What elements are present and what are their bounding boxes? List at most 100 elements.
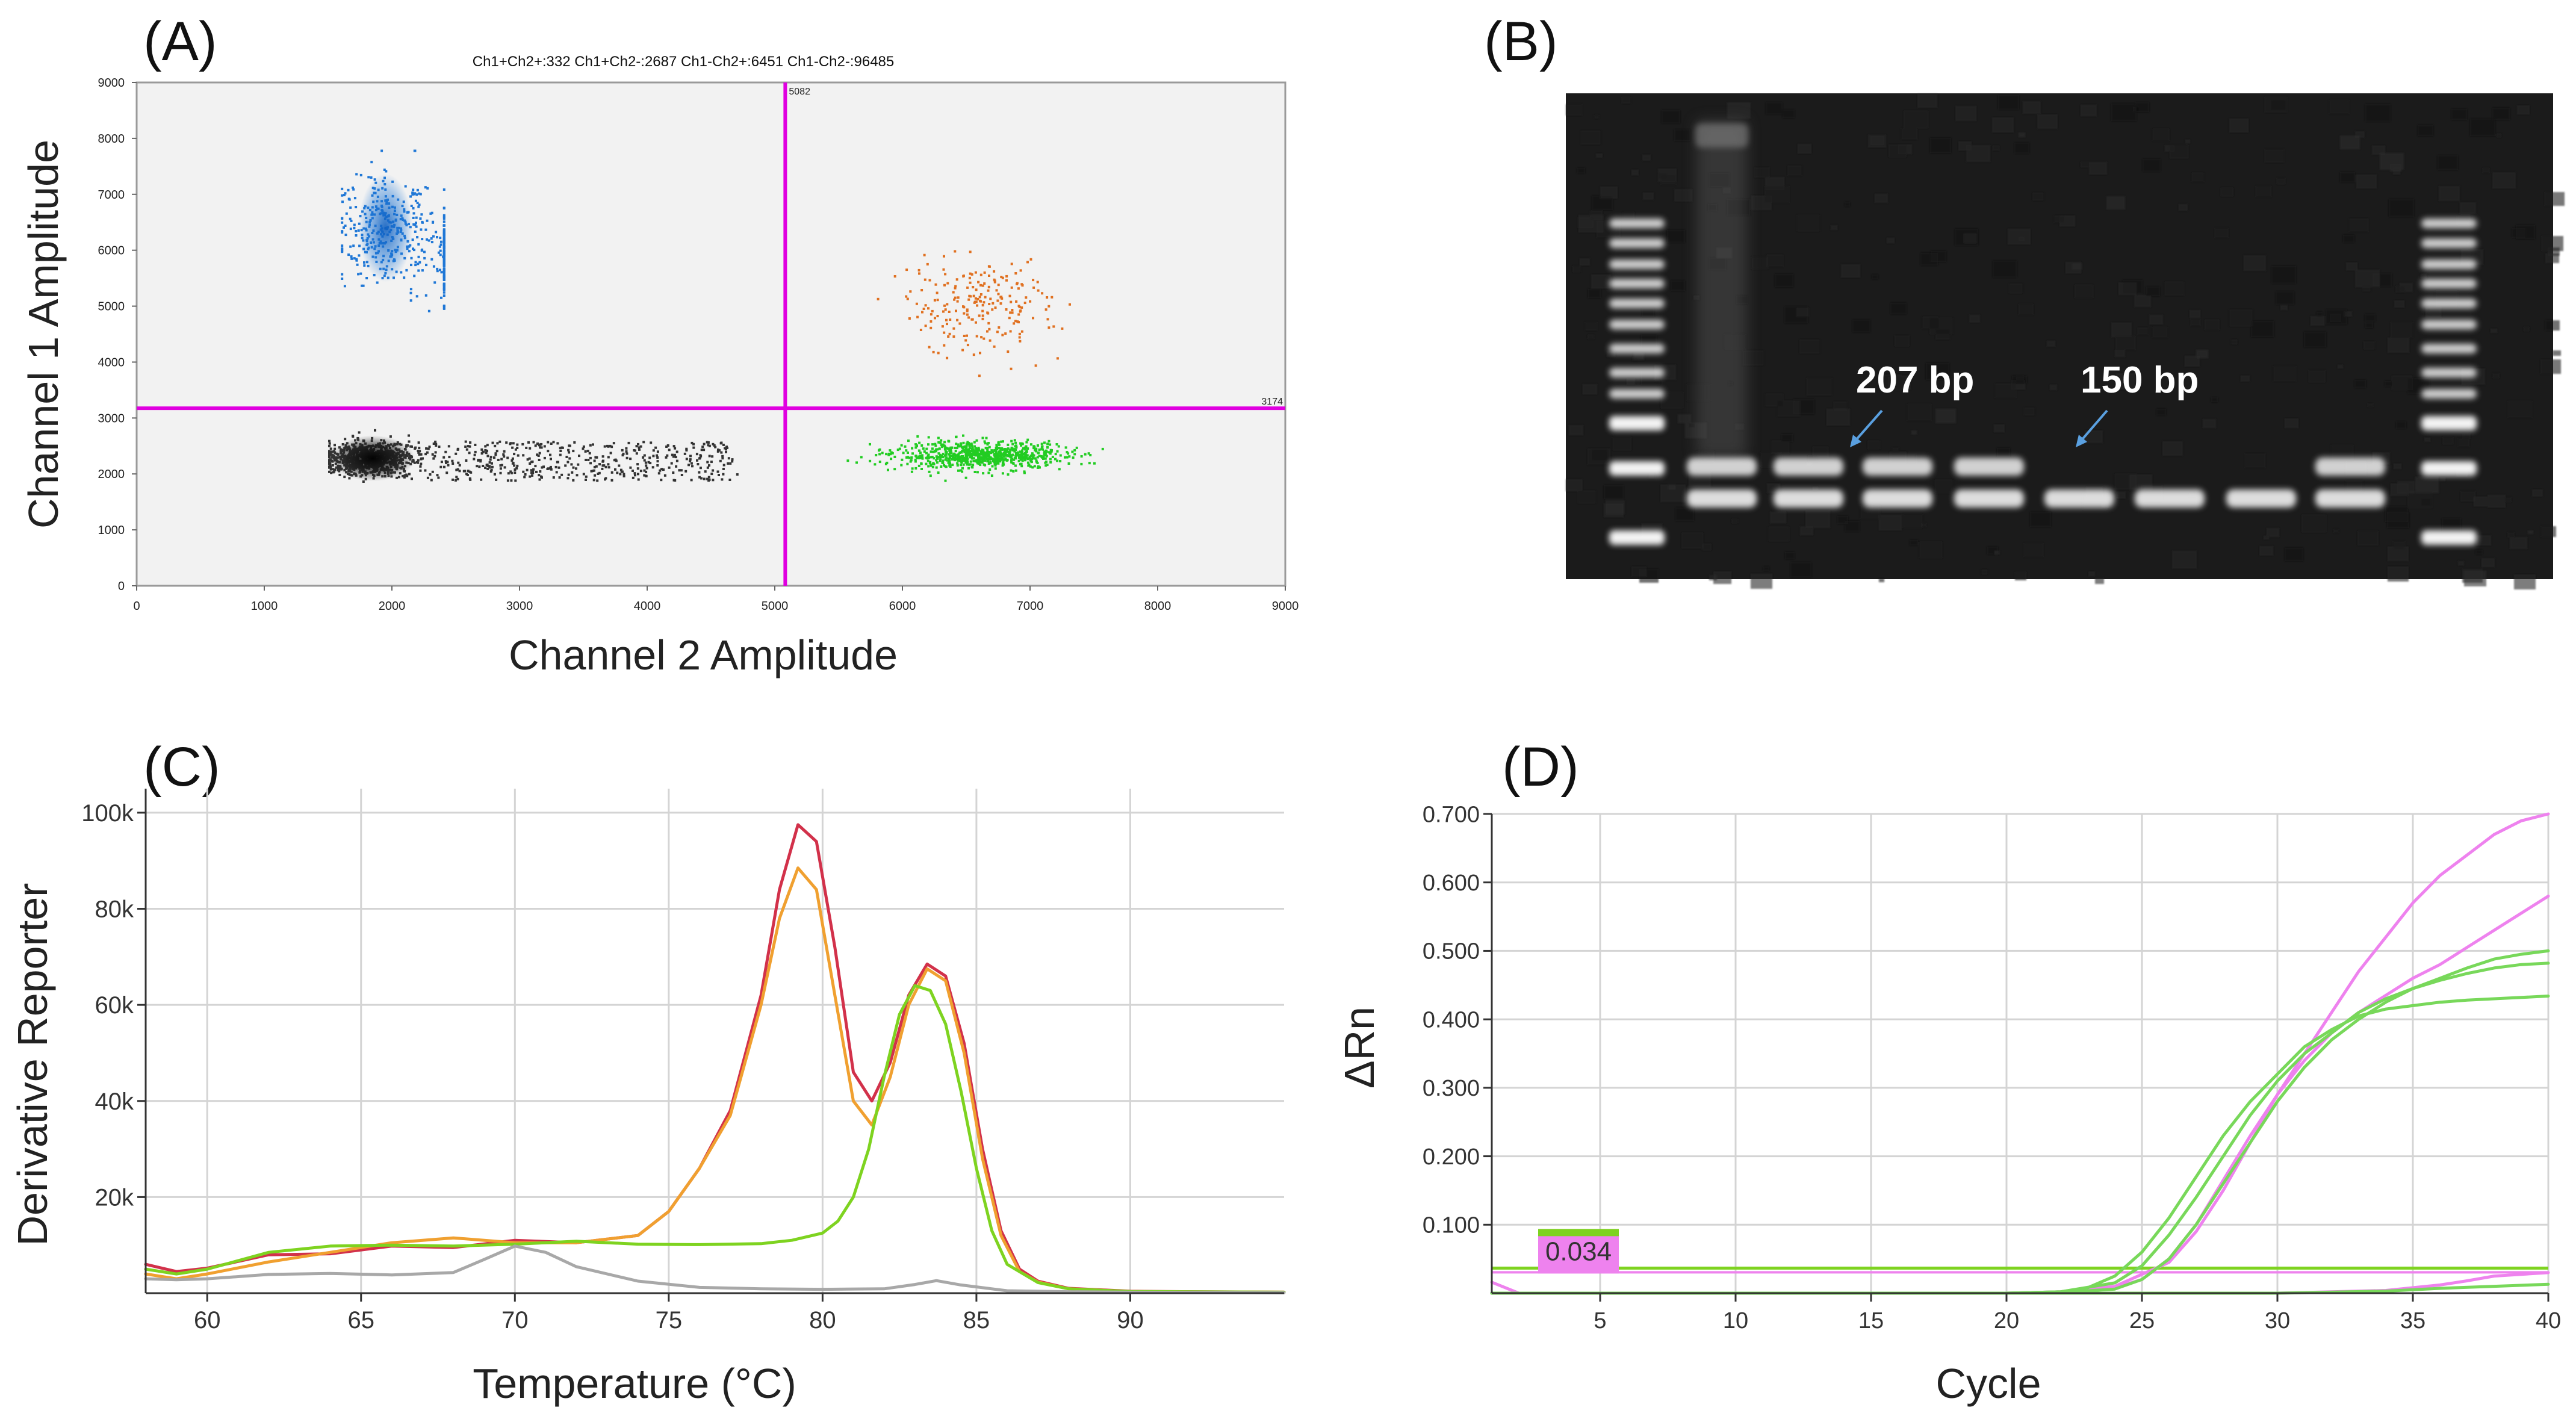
- droplet-point: [921, 311, 923, 314]
- droplet-point: [987, 453, 990, 456]
- droplet-point: [505, 441, 508, 444]
- droplet-point: [721, 457, 724, 460]
- droplet-point: [1019, 450, 1022, 453]
- droplet-point: [396, 476, 398, 479]
- gel-noise-patch: [1678, 414, 1691, 423]
- droplet-point: [982, 301, 985, 304]
- droplet-point: [432, 442, 435, 445]
- droplet-point: [934, 444, 937, 447]
- droplet-point: [969, 456, 972, 459]
- droplet-point: [1023, 470, 1026, 473]
- droplet-point: [710, 473, 713, 476]
- droplet-point: [532, 470, 535, 473]
- droplet-point: [1008, 450, 1011, 453]
- droplet-point: [445, 461, 447, 464]
- droplet-point: [536, 453, 539, 456]
- droplet-point: [987, 285, 990, 288]
- droplet-point: [928, 462, 931, 465]
- droplet-point: [690, 462, 693, 465]
- droplet-point: [439, 243, 442, 246]
- droplet-point: [699, 467, 702, 470]
- droplet-point: [989, 461, 992, 464]
- droplet-point: [432, 265, 435, 268]
- droplet-point: [995, 289, 998, 292]
- droplet-point: [404, 185, 407, 188]
- gel-noise-patch: [2117, 492, 2126, 498]
- gel-band-207bp: [1774, 458, 1843, 476]
- droplet-point: [428, 446, 431, 449]
- gel-noise-patch: [2421, 498, 2432, 506]
- droplet-point: [612, 442, 615, 445]
- droplet-point: [400, 271, 403, 274]
- ladder-band: [2421, 279, 2477, 288]
- droplet-point: [916, 456, 919, 459]
- droplet-point: [430, 241, 433, 244]
- panel-a-x-axis-label: Channel 2 Amplitude: [509, 632, 898, 678]
- gel-noise-patch: [2463, 433, 2471, 439]
- droplet-point: [1002, 463, 1005, 466]
- droplet-point: [712, 442, 715, 446]
- gel-noise-patch: [1731, 519, 1738, 523]
- droplet-point: [905, 449, 908, 452]
- panel-c-label: (C): [143, 736, 220, 798]
- gel-lane-10: [2421, 219, 2477, 545]
- droplet-point: [451, 459, 454, 462]
- droplet-point: [1020, 462, 1023, 465]
- droplet-point: [516, 464, 519, 467]
- gel-noise-patch: [1641, 335, 1657, 346]
- droplet-point: [947, 458, 950, 461]
- droplet-point: [1025, 453, 1028, 456]
- droplet-point: [499, 467, 502, 470]
- droplet-point: [403, 276, 406, 279]
- droplet-point: [954, 296, 957, 299]
- droplet-point: [967, 451, 970, 453]
- gel-noise-patch: [1997, 448, 2010, 457]
- y-tick-label: 0.600: [1423, 871, 1480, 896]
- droplet-point: [506, 479, 509, 482]
- gel-noise-patch: [1667, 230, 1685, 243]
- gel-noise-patch: [2030, 512, 2051, 527]
- droplet-point: [359, 173, 362, 176]
- droplet-point: [1040, 442, 1043, 446]
- droplet-point: [355, 230, 358, 232]
- droplet-point: [957, 459, 960, 462]
- droplet-point: [948, 453, 951, 456]
- droplet-point: [328, 442, 331, 445]
- droplet-point: [430, 258, 433, 261]
- droplet-point: [989, 458, 991, 461]
- droplet-point: [465, 459, 468, 462]
- droplet-point: [969, 250, 972, 253]
- droplet-point: [950, 452, 953, 455]
- droplet-point: [976, 452, 979, 455]
- cluster-ch1-ch2-: [846, 434, 1104, 482]
- droplet-point: [939, 441, 942, 444]
- droplet-point: [437, 251, 440, 254]
- droplet-point: [929, 474, 932, 477]
- gel-noise-patch: [1955, 229, 1978, 246]
- droplet-point: [543, 445, 546, 448]
- droplet-point: [1033, 465, 1036, 468]
- droplet-point: [355, 234, 358, 237]
- gel-noise-patch: [1826, 409, 1850, 426]
- droplet-point: [482, 450, 485, 453]
- droplet-point: [622, 452, 625, 455]
- droplet-point: [479, 459, 482, 462]
- gel-noise-patch: [1781, 434, 1793, 442]
- droplet-point: [494, 453, 497, 456]
- droplet-point: [923, 278, 926, 281]
- droplet-point: [954, 250, 957, 253]
- droplet-point: [601, 455, 604, 458]
- droplet-point: [731, 460, 734, 463]
- droplet-point: [1059, 460, 1062, 462]
- droplet-point: [514, 471, 517, 474]
- droplet-point: [1015, 300, 1018, 303]
- droplet-point: [860, 456, 863, 459]
- droplet-point: [523, 476, 526, 479]
- droplet-point: [1047, 451, 1051, 454]
- droplet-point: [355, 258, 358, 261]
- droplet-point: [353, 226, 356, 229]
- gel-noise-patch: [1594, 115, 1599, 119]
- droplet-point: [1025, 456, 1028, 459]
- gel-noise-patch: [2081, 105, 2097, 116]
- droplet-point: [893, 468, 896, 471]
